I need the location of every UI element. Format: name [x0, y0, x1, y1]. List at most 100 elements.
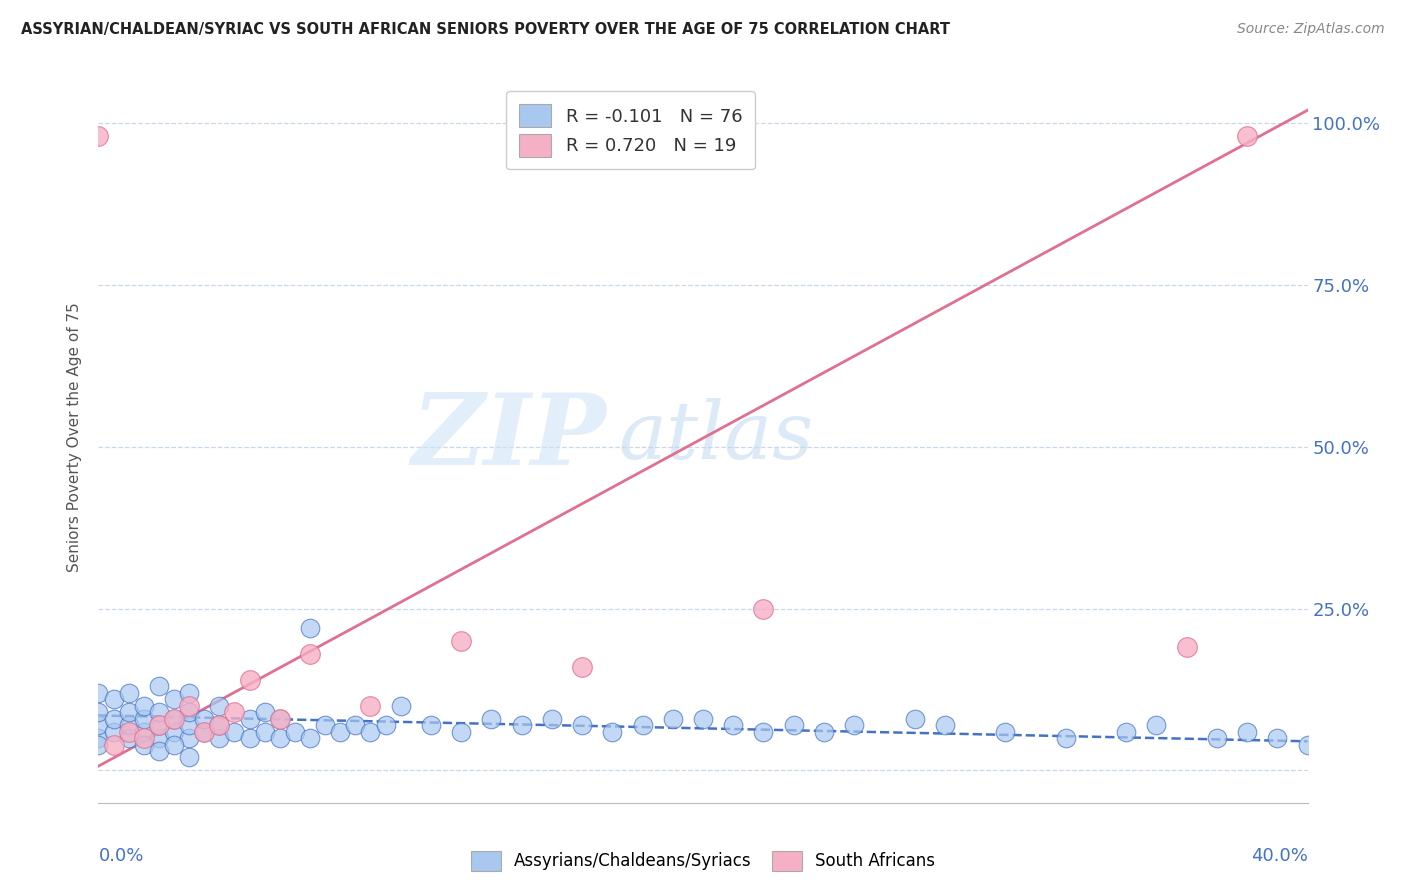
Point: [103, 692, 125, 706]
Point: [253, 724, 276, 739]
Point: [269, 731, 291, 745]
Point: [208, 718, 231, 732]
Point: [631, 718, 654, 732]
Point: [193, 724, 215, 739]
Point: [208, 731, 231, 745]
Point: [269, 712, 291, 726]
Point: [329, 724, 352, 739]
Point: [224, 724, 246, 739]
Point: [374, 718, 396, 732]
Point: [132, 731, 155, 745]
Point: [132, 712, 155, 726]
Point: [103, 738, 125, 752]
Point: [360, 724, 382, 739]
Point: [783, 718, 806, 732]
Point: [299, 647, 322, 661]
Text: 0.0%: 0.0%: [98, 847, 143, 864]
Point: [87, 738, 110, 752]
Legend: Assyrians/Chaldeans/Syriacs, South Africans: Assyrians/Chaldeans/Syriacs, South Afric…: [463, 842, 943, 880]
Point: [314, 718, 336, 732]
Point: [87, 718, 110, 732]
Point: [752, 724, 775, 739]
Point: [132, 698, 155, 713]
Point: [1144, 718, 1167, 732]
Point: [148, 705, 170, 719]
Point: [1175, 640, 1198, 655]
Point: [994, 724, 1017, 739]
Point: [87, 705, 110, 719]
Point: [148, 731, 170, 745]
Point: [299, 731, 322, 745]
Point: [253, 705, 276, 719]
Point: [904, 712, 927, 726]
Point: [193, 724, 215, 739]
Point: [1296, 738, 1319, 752]
Point: [148, 679, 170, 693]
Point: [179, 705, 201, 719]
Point: [118, 705, 141, 719]
Point: [389, 698, 412, 713]
Point: [1206, 731, 1229, 745]
Point: [193, 712, 215, 726]
Point: [87, 731, 110, 745]
Point: [344, 718, 367, 732]
Point: [269, 712, 291, 726]
Legend: R = -0.101   N = 76, R = 0.720   N = 19: R = -0.101 N = 76, R = 0.720 N = 19: [506, 91, 755, 169]
Point: [163, 712, 186, 726]
Point: [239, 673, 262, 687]
Point: [224, 705, 246, 719]
Point: [510, 718, 533, 732]
Text: ASSYRIAN/CHALDEAN/SYRIAC VS SOUTH AFRICAN SENIORS POVERTY OVER THE AGE OF 75 COR: ASSYRIAN/CHALDEAN/SYRIAC VS SOUTH AFRICA…: [21, 22, 950, 37]
Point: [132, 724, 155, 739]
Point: [299, 621, 322, 635]
Text: Source: ZipAtlas.com: Source: ZipAtlas.com: [1237, 22, 1385, 37]
Point: [813, 724, 835, 739]
Point: [661, 712, 683, 726]
Point: [118, 731, 141, 745]
Point: [239, 712, 262, 726]
Point: [148, 718, 170, 732]
Point: [1236, 129, 1258, 144]
Point: [103, 712, 125, 726]
Text: atlas: atlas: [619, 399, 814, 475]
Point: [163, 724, 186, 739]
Point: [571, 660, 593, 674]
Point: [132, 738, 155, 752]
Point: [87, 686, 110, 700]
Point: [284, 724, 307, 739]
Point: [148, 744, 170, 758]
Text: ZIP: ZIP: [412, 389, 606, 485]
Point: [450, 634, 472, 648]
Point: [179, 686, 201, 700]
Point: [163, 712, 186, 726]
Point: [103, 724, 125, 739]
Point: [692, 712, 714, 726]
Point: [752, 601, 775, 615]
Point: [1236, 724, 1258, 739]
Point: [163, 692, 186, 706]
Point: [1054, 731, 1077, 745]
Point: [208, 718, 231, 732]
Point: [481, 712, 503, 726]
Point: [148, 718, 170, 732]
Text: 40.0%: 40.0%: [1251, 847, 1308, 864]
Point: [360, 698, 382, 713]
Point: [723, 718, 745, 732]
Y-axis label: Seniors Poverty Over the Age of 75: Seniors Poverty Over the Age of 75: [67, 302, 83, 572]
Point: [179, 750, 201, 764]
Point: [602, 724, 624, 739]
Point: [118, 724, 141, 739]
Point: [179, 698, 201, 713]
Point: [118, 686, 141, 700]
Point: [163, 738, 186, 752]
Point: [1115, 724, 1137, 739]
Point: [208, 698, 231, 713]
Point: [87, 129, 110, 144]
Point: [179, 731, 201, 745]
Point: [571, 718, 593, 732]
Point: [420, 718, 443, 732]
Point: [540, 712, 562, 726]
Point: [179, 718, 201, 732]
Point: [450, 724, 472, 739]
Point: [239, 731, 262, 745]
